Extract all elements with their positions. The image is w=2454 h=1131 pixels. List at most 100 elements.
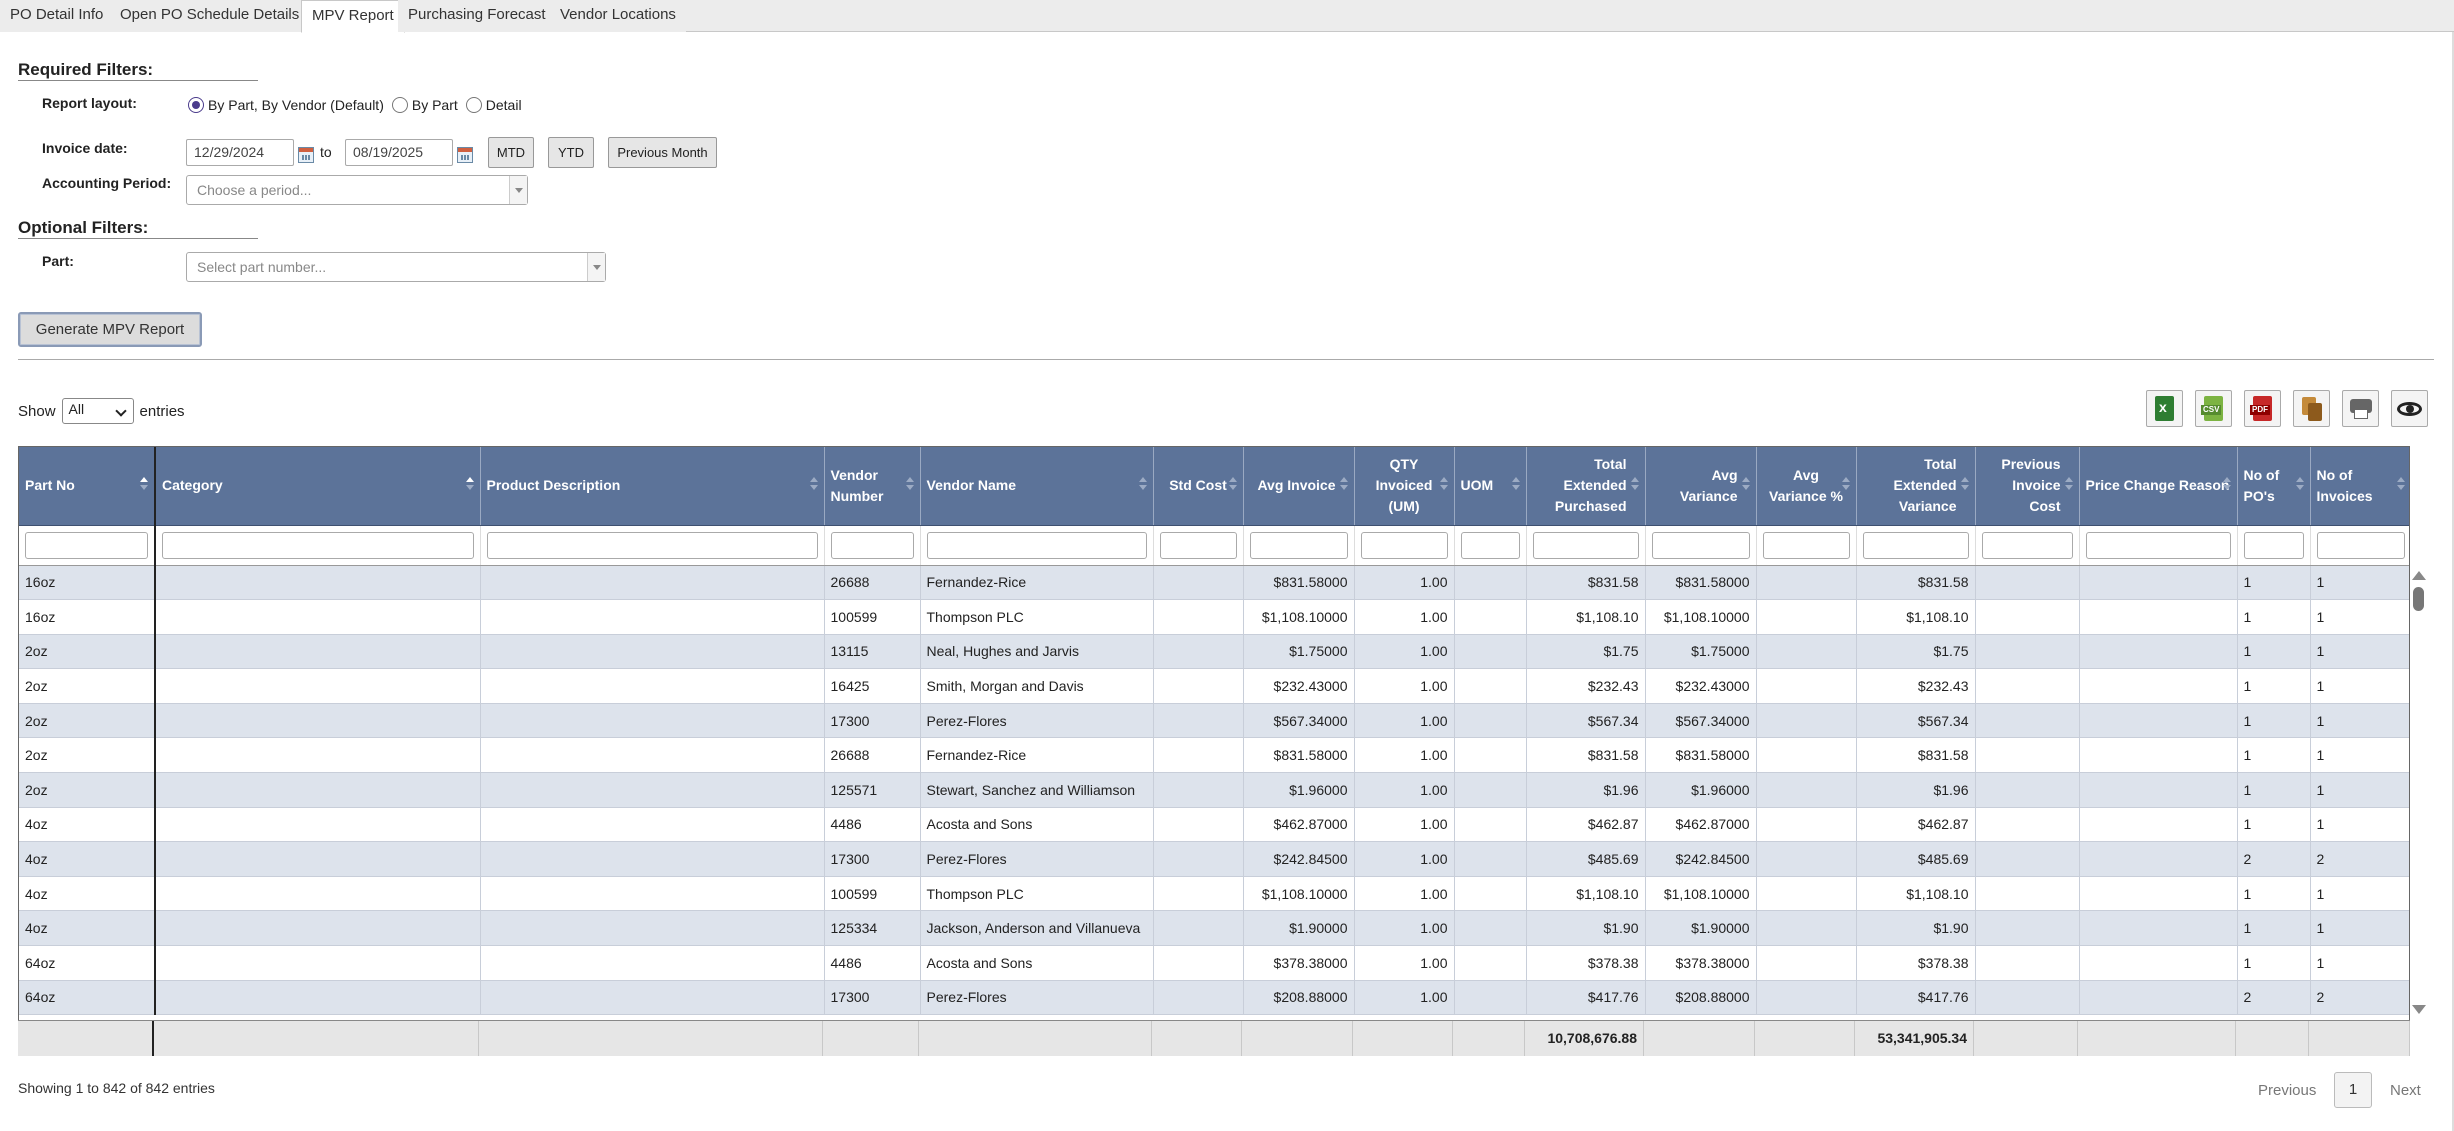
calendar-icon[interactable]: [457, 147, 473, 163]
filter-input[interactable]: [486, 531, 818, 559]
export-pdf-button[interactable]: PDF: [2244, 390, 2281, 427]
column-header-no-of-invoices[interactable]: No of Invoices: [2310, 447, 2409, 526]
table-cell: [1975, 668, 2080, 704]
calendar-icon[interactable]: [298, 147, 314, 163]
table-row[interactable]: 2oz 17300 Perez-Flores $567.34000 1.00 $567.3…: [19, 703, 2409, 739]
table-row[interactable]: 4oz 4486 Acosta and Sons $462.87000 1.00 $462…: [19, 807, 2409, 843]
radio-icon[interactable]: [391, 97, 408, 113]
next-page-button[interactable]: Next: [2390, 1082, 2421, 1099]
column-header-vendor-name[interactable]: Vendor Name: [920, 447, 1154, 526]
table-cell: $1,108.10: [1856, 599, 1976, 635]
filter-input[interactable]: [25, 531, 148, 559]
column-header-no-of-pos[interactable]: No of PO's: [2237, 447, 2311, 526]
filter-input[interactable]: [2243, 531, 2304, 559]
table-cell: 1.00: [1354, 599, 1455, 635]
filter-input[interactable]: [830, 531, 914, 559]
filter-input[interactable]: [1981, 531, 2073, 559]
filter-input[interactable]: [1762, 531, 1850, 559]
table-cell: 1: [2237, 703, 2311, 739]
radio-selected-icon[interactable]: [188, 97, 204, 113]
filter-input[interactable]: [1159, 531, 1237, 559]
column-header-avg-variance[interactable]: Avg Variance: [1645, 447, 1757, 526]
export-csv-button[interactable]: CSV: [2195, 390, 2232, 427]
table-row[interactable]: 4oz 100599 Thompson PLC $1,108.10000 1.00 $1,…: [19, 876, 2409, 912]
table-cell: [2079, 599, 2238, 635]
filter-input[interactable]: [2316, 531, 2405, 559]
table-row[interactable]: 16oz 26688 Fernandez-Rice $831.58000 1.00 $83…: [19, 565, 2409, 601]
filter-input[interactable]: [1862, 531, 1969, 559]
column-header-qty-invoiced[interactable]: QTY Invoiced (UM): [1354, 447, 1455, 526]
column-header-part-no[interactable]: Part No: [19, 447, 156, 526]
ytd-button[interactable]: YTD: [548, 137, 594, 168]
table-row[interactable]: 4oz 125334 Jackson, Anderson and Villanuev…: [19, 910, 2409, 947]
filter-input[interactable]: [2085, 531, 2231, 559]
table-cell: [1454, 980, 1527, 1016]
tab-vendor-locations[interactable]: Vendor Locations: [550, 0, 686, 32]
column-visibility-button[interactable]: [2391, 390, 2428, 427]
table-cell: [2079, 565, 2238, 601]
table-cell: [1153, 634, 1244, 670]
tab-mpv-report[interactable]: MPV Report: [301, 0, 405, 33]
column-header-avg-variance-pct[interactable]: Avg Variance %: [1756, 447, 1857, 526]
column-header-uom[interactable]: UOM: [1454, 447, 1527, 526]
entries-per-page-select[interactable]: All: [61, 398, 134, 424]
part-select[interactable]: Select part number...: [186, 252, 606, 282]
radio-icon[interactable]: [465, 97, 482, 113]
table-cell: [155, 772, 481, 808]
filter-input[interactable]: [1360, 531, 1448, 559]
invoice-date-from-input[interactable]: 12/29/2024: [186, 139, 294, 166]
table-cell: [480, 980, 825, 1016]
previous-month-button[interactable]: Previous Month: [608, 137, 717, 168]
tab-purchasing-forecast[interactable]: Purchasing Forecast: [398, 0, 556, 32]
column-header-vendor-number[interactable]: Vendor Number: [824, 447, 921, 526]
filter-input[interactable]: [1651, 531, 1750, 559]
filter-input[interactable]: [1249, 531, 1348, 559]
print-button[interactable]: [2342, 390, 2379, 427]
table-cell: [1756, 876, 1857, 912]
mtd-button[interactable]: MTD: [488, 137, 534, 168]
table-cell: [480, 737, 825, 774]
tab-po-detail-info[interactable]: PO Detail Info: [0, 0, 114, 32]
table-row[interactable]: 2oz 125571 Stewart, Sanchez and Williamson…: [19, 772, 2409, 808]
filter-input[interactable]: [1532, 531, 1639, 559]
table-cell: $485.69: [1856, 841, 1976, 877]
tab-open-po-schedule-details[interactable]: Open PO Schedule Details: [110, 0, 310, 32]
table-cell: 100599: [824, 876, 921, 912]
filter-input[interactable]: [926, 531, 1147, 559]
table-scrollbar[interactable]: [2412, 565, 2426, 1015]
column-header-total-extended-purchased[interactable]: Total Extended Purchased: [1526, 447, 1646, 526]
column-header-std-cost[interactable]: Std Cost: [1153, 447, 1244, 526]
filter-input[interactable]: [1460, 531, 1520, 559]
column-header-total-extended-variance[interactable]: Total Extended Variance: [1856, 447, 1976, 526]
column-header-product-description[interactable]: Product Description: [480, 447, 825, 526]
table-row[interactable]: 64oz 4486 Acosta and Sons $378.38000 1.00 $37…: [19, 945, 2409, 981]
column-header-price-change-reason[interactable]: Price Change Reason: [2079, 447, 2238, 526]
previous-page-button[interactable]: Previous: [2258, 1082, 2317, 1099]
copy-button[interactable]: [2293, 390, 2330, 427]
filter-input[interactable]: [162, 531, 474, 559]
generate-mpv-report-button[interactable]: Generate MPV Report: [18, 312, 202, 347]
column-header-previous-invoice-cost[interactable]: Previous Invoice Cost: [1975, 447, 2080, 526]
scrollbar-thumb[interactable]: [2413, 587, 2424, 611]
scroll-down-icon[interactable]: [2412, 1005, 2426, 1014]
scroll-up-icon[interactable]: [2412, 571, 2426, 580]
table-row[interactable]: 2oz 26688 Fernandez-Rice $831.58000 1.00 $831…: [19, 737, 2409, 774]
page-button-current[interactable]: 1: [2334, 1072, 2372, 1108]
layout-option-detail[interactable]: Detail: [465, 97, 522, 113]
table-cell: [2079, 841, 2238, 877]
table-row[interactable]: 16oz 100599 Thompson PLC $1,108.10000 1.00 $1…: [19, 599, 2409, 635]
layout-option-by-part[interactable]: By Part: [391, 97, 458, 113]
table-row[interactable]: 2oz 16425 Smith, Morgan and Davis $232.4300…: [19, 668, 2409, 704]
invoice-date-to-input[interactable]: 08/19/2025: [345, 139, 453, 166]
sort-icon: [1741, 477, 1750, 493]
table-cell: 1.00: [1354, 772, 1455, 808]
table-cell: [480, 634, 825, 670]
table-row[interactable]: 64oz 17300 Perez-Flores $208.88000 1.00 $417.…: [19, 980, 2409, 1016]
layout-option-by-part-by-vendor[interactable]: By Part, By Vendor (Default): [188, 97, 384, 113]
export-excel-button[interactable]: x: [2146, 390, 2183, 427]
table-row[interactable]: 4oz 17300 Perez-Flores $242.84500 1.00 $485.6…: [19, 841, 2409, 877]
accounting-period-select[interactable]: Choose a period...: [186, 175, 528, 205]
column-header-category[interactable]: Category: [155, 447, 481, 526]
column-header-avg-invoice[interactable]: Avg Invoice: [1243, 447, 1355, 526]
table-row[interactable]: 2oz 13115 Neal, Hughes and Jarvis $1.75000 1…: [19, 634, 2409, 670]
